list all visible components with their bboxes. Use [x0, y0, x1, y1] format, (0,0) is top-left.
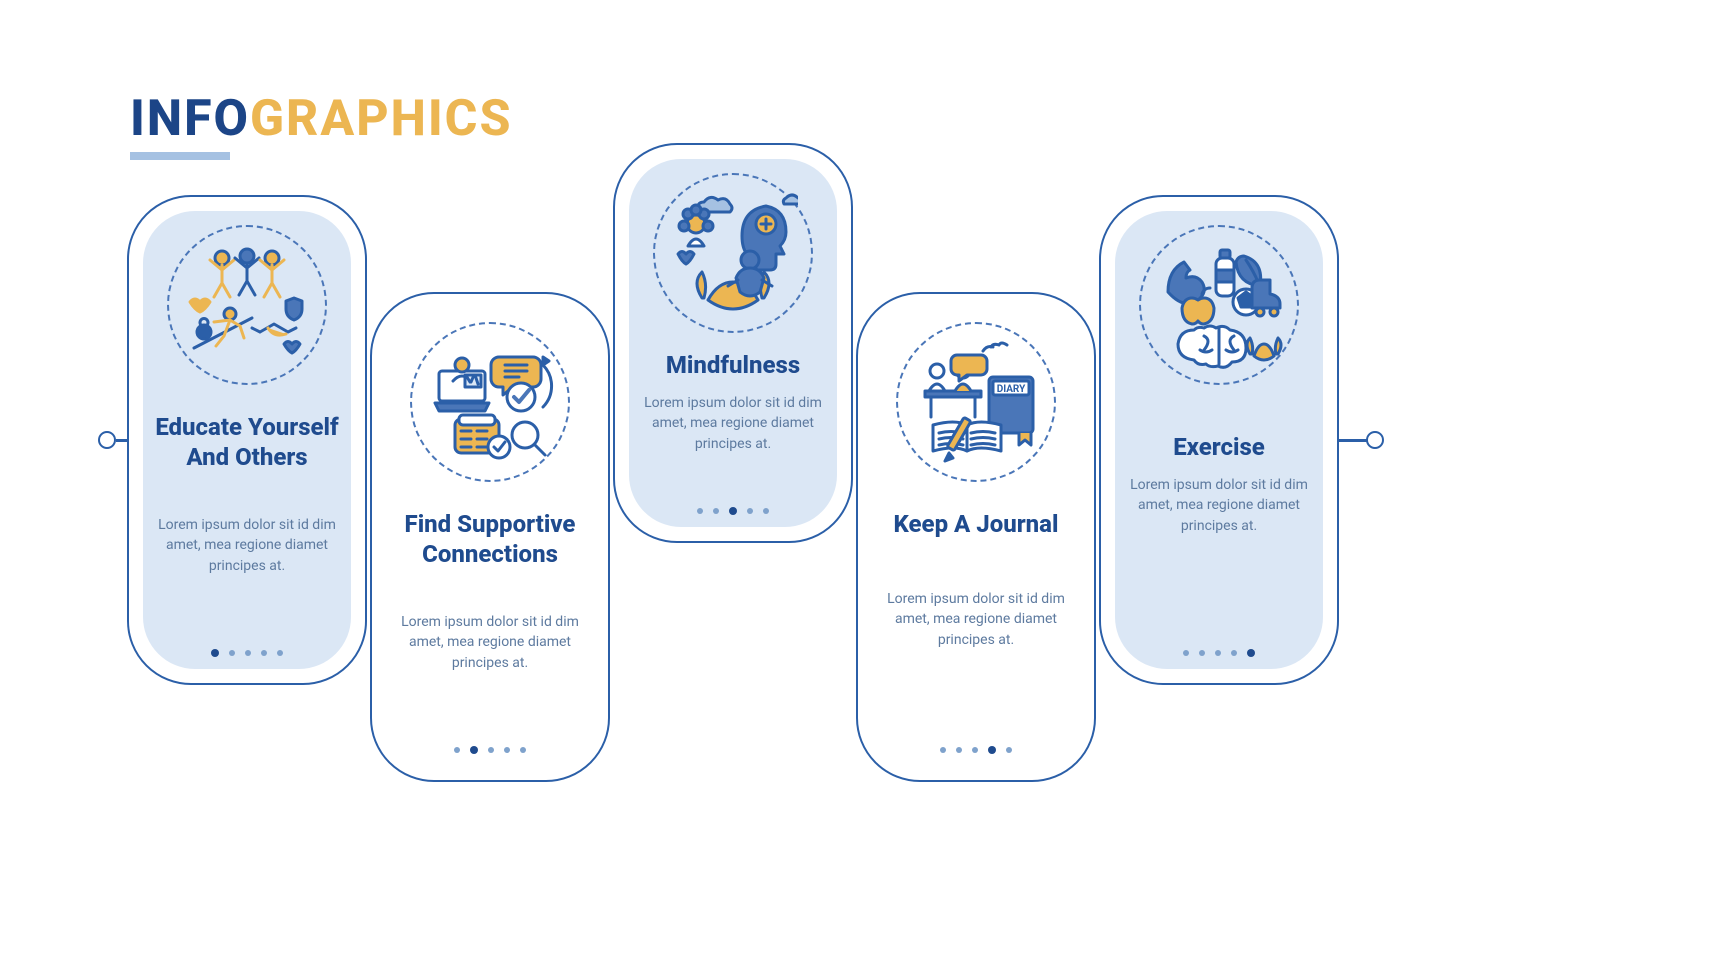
- dot: [520, 747, 526, 753]
- step-dots: [858, 746, 1094, 754]
- svg-text:DIARY: DIARY: [997, 384, 1026, 395]
- dot: [454, 747, 460, 753]
- page-title: INFOGRAPHICS: [130, 90, 512, 148]
- dot: [956, 747, 962, 753]
- icon-wrap: [653, 173, 813, 333]
- people-shield-icon: [182, 240, 312, 370]
- step-dots: [1101, 649, 1337, 657]
- dot: [713, 508, 719, 514]
- connector-line-right: [1336, 439, 1368, 442]
- icon-wrap: DIARY: [896, 322, 1056, 482]
- dot: [729, 507, 737, 515]
- card-body: Lorem ipsum dolor sit id dim amet, mea r…: [394, 612, 586, 673]
- title-part-1: INFO: [130, 90, 250, 148]
- dot: [229, 650, 235, 656]
- title-part-2: GRAPHICS: [250, 90, 513, 148]
- infographic-stage: INFOGRAPHICS: [0, 0, 1733, 980]
- meditate-icon: [668, 188, 798, 318]
- dot: [245, 650, 251, 656]
- research-icon: [425, 337, 555, 467]
- dot: [261, 650, 267, 656]
- dot: [1006, 747, 1012, 753]
- card-body: Lorem ipsum dolor sit id dim amet, mea r…: [151, 515, 343, 576]
- card-title: Educate Yourself And Others: [141, 412, 353, 472]
- card-exercise: Exercise Lorem ipsum dolor sit id dim am…: [1099, 195, 1339, 685]
- dot: [940, 747, 946, 753]
- icon-wrap: [1139, 225, 1299, 385]
- diary-icon: DIARY: [911, 337, 1041, 467]
- dot: [1247, 649, 1255, 657]
- dot: [972, 747, 978, 753]
- dot: [763, 508, 769, 514]
- icon-wrap: [167, 225, 327, 385]
- step-dots: [372, 746, 608, 754]
- card-educate: Educate Yourself And Others Lorem ipsum …: [127, 195, 367, 685]
- connector-dot-right: [1366, 431, 1384, 449]
- dot: [1231, 650, 1237, 656]
- dot: [988, 746, 996, 754]
- card-mindfulness: Mindfulness Lorem ipsum dolor sit id dim…: [613, 143, 853, 543]
- card-journal: DIARY Keep A Journal Lorem ipsum dolor s…: [856, 292, 1096, 782]
- dot: [747, 508, 753, 514]
- icon-wrap: [410, 322, 570, 482]
- card-title: Exercise: [1113, 432, 1325, 462]
- connector-dot-left: [98, 431, 116, 449]
- dot: [470, 746, 478, 754]
- step-dots: [129, 649, 365, 657]
- dot: [697, 508, 703, 514]
- dot: [277, 650, 283, 656]
- dot: [1199, 650, 1205, 656]
- dot: [504, 747, 510, 753]
- card-title: Find Supportive Connections: [384, 509, 596, 569]
- title-underline: [130, 152, 230, 160]
- card-connections: Find Supportive Connections Lorem ipsum …: [370, 292, 610, 782]
- dot: [1183, 650, 1189, 656]
- dot: [1215, 650, 1221, 656]
- card-title: Keep A Journal: [870, 509, 1082, 539]
- card-title: Mindfulness: [627, 350, 839, 380]
- dot: [211, 649, 219, 657]
- card-body: Lorem ipsum dolor sit id dim amet, mea r…: [637, 393, 829, 454]
- card-body: Lorem ipsum dolor sit id dim amet, mea r…: [880, 589, 1072, 650]
- card-body: Lorem ipsum dolor sit id dim amet, mea r…: [1123, 475, 1315, 536]
- fitness-icon: [1154, 240, 1284, 370]
- dot: [488, 747, 494, 753]
- step-dots: [615, 507, 851, 515]
